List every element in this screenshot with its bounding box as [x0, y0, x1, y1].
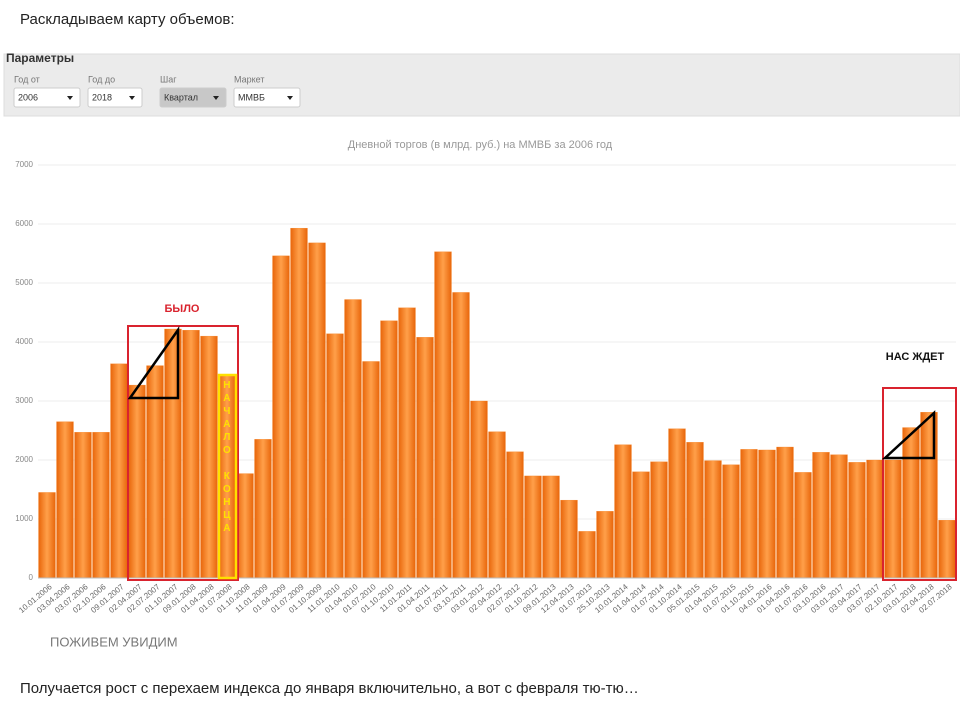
- dropdown-arrow: [67, 96, 73, 100]
- bar: [722, 464, 740, 579]
- bar: [704, 460, 722, 579]
- bar: [38, 492, 56, 579]
- dropdown[interactable]: [233, 87, 301, 108]
- bar: [380, 320, 398, 579]
- bar: [362, 361, 380, 579]
- y-tick-label: 2000: [15, 455, 33, 464]
- bar: [812, 452, 830, 579]
- field-label: Год от: [14, 74, 40, 84]
- bar: [398, 307, 416, 579]
- bar: [452, 292, 470, 579]
- dropdown-value: ММВБ: [238, 92, 265, 102]
- bar: [866, 459, 884, 579]
- bar: [434, 251, 452, 579]
- y-tick-label: 5000: [15, 278, 33, 287]
- chart-title: Дневной торгов (в млрд. руб.) на ММВБ за…: [348, 139, 613, 151]
- highlight-box: [882, 387, 957, 581]
- bar: [254, 439, 272, 579]
- trend-triangle: [127, 326, 180, 400]
- bar: [290, 227, 308, 579]
- caption: ПОЖИВЕМ УВИДИМ: [50, 634, 178, 649]
- y-tick-label: 4000: [15, 337, 33, 346]
- annotation: НАС ЖДЕТ: [886, 351, 945, 363]
- bar: [74, 432, 92, 579]
- bar: [596, 511, 614, 579]
- bar: [650, 461, 668, 579]
- dropdown-value: Квартал: [164, 92, 198, 102]
- bar: [542, 475, 560, 579]
- chart: 0100020003000400050006000700010.01.20060…: [15, 160, 957, 615]
- field-label: Маркет: [234, 74, 264, 84]
- dropdown[interactable]: [159, 87, 227, 108]
- params-fields: Год от 2006 Год до 2018 Шаг Квартал Маркет ММВБ: [13, 74, 301, 108]
- dropdown-arrow: [287, 96, 293, 100]
- bar: [578, 531, 596, 579]
- bar: [884, 459, 902, 579]
- trend-triangle: [881, 410, 936, 460]
- bar: [524, 475, 542, 579]
- field-label: Шаг: [160, 74, 177, 84]
- bar: [506, 451, 524, 579]
- y-tick-label: 3000: [15, 396, 33, 405]
- highlight-box: [217, 373, 238, 580]
- dropdown[interactable]: [13, 87, 81, 108]
- dropdown-value: 2018: [92, 92, 112, 102]
- bar: [200, 335, 218, 579]
- bar: [758, 449, 776, 579]
- dropdown[interactable]: [87, 87, 143, 108]
- bar: [668, 428, 686, 579]
- bar: [344, 299, 362, 579]
- bar: [326, 333, 344, 579]
- dropdown-value: 2006: [18, 92, 38, 102]
- dropdown-arrow: [213, 96, 219, 100]
- bar: [56, 421, 74, 579]
- bar: [794, 472, 812, 579]
- bar: [614, 444, 632, 579]
- bar: [830, 454, 848, 579]
- bar: [182, 330, 200, 579]
- bar: [308, 242, 326, 579]
- bar: [776, 446, 794, 579]
- y-tick-label: 6000: [15, 219, 33, 228]
- bar: [902, 427, 920, 579]
- params-title: Параметры: [6, 51, 74, 65]
- bar: [740, 449, 758, 579]
- bar: [416, 337, 434, 579]
- bar: [848, 462, 866, 579]
- y-tick-label: 1000: [15, 514, 33, 523]
- dropdown-arrow: [129, 96, 135, 100]
- heading: Раскладываем карту объемов:: [20, 11, 235, 28]
- bar: [92, 432, 110, 579]
- annotation: НАЧАЛО КОНЦА: [221, 380, 232, 536]
- bar: [470, 400, 488, 579]
- y-tick-label: 0: [29, 573, 34, 582]
- bar: [686, 442, 704, 579]
- bar: [110, 363, 128, 579]
- bar: [938, 520, 956, 579]
- bar: [272, 255, 290, 579]
- bar: [236, 473, 254, 579]
- bar: [632, 471, 650, 579]
- footer: Получается рост с перехаем индекса до ян…: [20, 680, 639, 697]
- params-panel: [3, 53, 960, 117]
- bar: [560, 499, 578, 579]
- field-label: Год до: [88, 74, 115, 84]
- highlight-box: [127, 325, 239, 581]
- bar: [488, 431, 506, 579]
- y-tick-label: 7000: [15, 160, 33, 169]
- annotation: БЫЛО: [165, 303, 200, 315]
- bar: [128, 384, 146, 579]
